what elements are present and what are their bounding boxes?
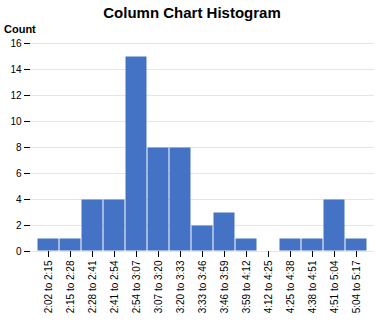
svg-text:3:20 to 3:33: 3:20 to 3:33 <box>175 260 186 313</box>
svg-text:14: 14 <box>10 64 22 75</box>
svg-text:4:12 to 4:25: 4:12 to 4:25 <box>263 260 274 313</box>
svg-text:2:15 to 2:28: 2:15 to 2:28 <box>65 260 76 313</box>
svg-text:4:38 to 4:51: 4:38 to 4:51 <box>307 260 318 313</box>
html-text:Count: Count <box>4 23 36 35</box>
svg-text:2:02 to 2:15: 2:02 to 2:15 <box>43 260 54 313</box>
svg-text:8: 8 <box>16 142 22 153</box>
svg-text:6: 6 <box>16 168 22 179</box>
svg-text:5:04 to 5:17: 5:04 to 5:17 <box>351 260 362 313</box>
svg-text:16: 16 <box>10 38 22 49</box>
svg-text:4:51 to 5:04: 4:51 to 5:04 <box>329 260 340 313</box>
svg-text:4:25 to 4:38: 4:25 to 4:38 <box>285 260 296 313</box>
svg-text:4: 4 <box>16 194 22 205</box>
svg-text:12: 12 <box>10 90 22 101</box>
svg-text:2: 2 <box>16 220 22 231</box>
html-text:Column Chart Histogram: Column Chart Histogram <box>103 4 281 21</box>
svg-text:3:59 to 4:12: 3:59 to 4:12 <box>241 260 252 313</box>
svg-text:2:28 to 2:41: 2:28 to 2:41 <box>87 260 98 313</box>
svg-text:0: 0 <box>16 246 22 257</box>
svg-text:3:46 to 3:59: 3:46 to 3:59 <box>219 260 230 313</box>
svg-text:2:41 to 2:54: 2:41 to 2:54 <box>109 260 120 313</box>
svg-text:3:07 to 3:20: 3:07 to 3:20 <box>153 260 164 313</box>
svg-text:3:33 to 3:46: 3:33 to 3:46 <box>197 260 208 313</box>
svg-text:2:54 to 3:07: 2:54 to 3:07 <box>131 260 142 313</box>
svg-text:10: 10 <box>10 116 22 127</box>
